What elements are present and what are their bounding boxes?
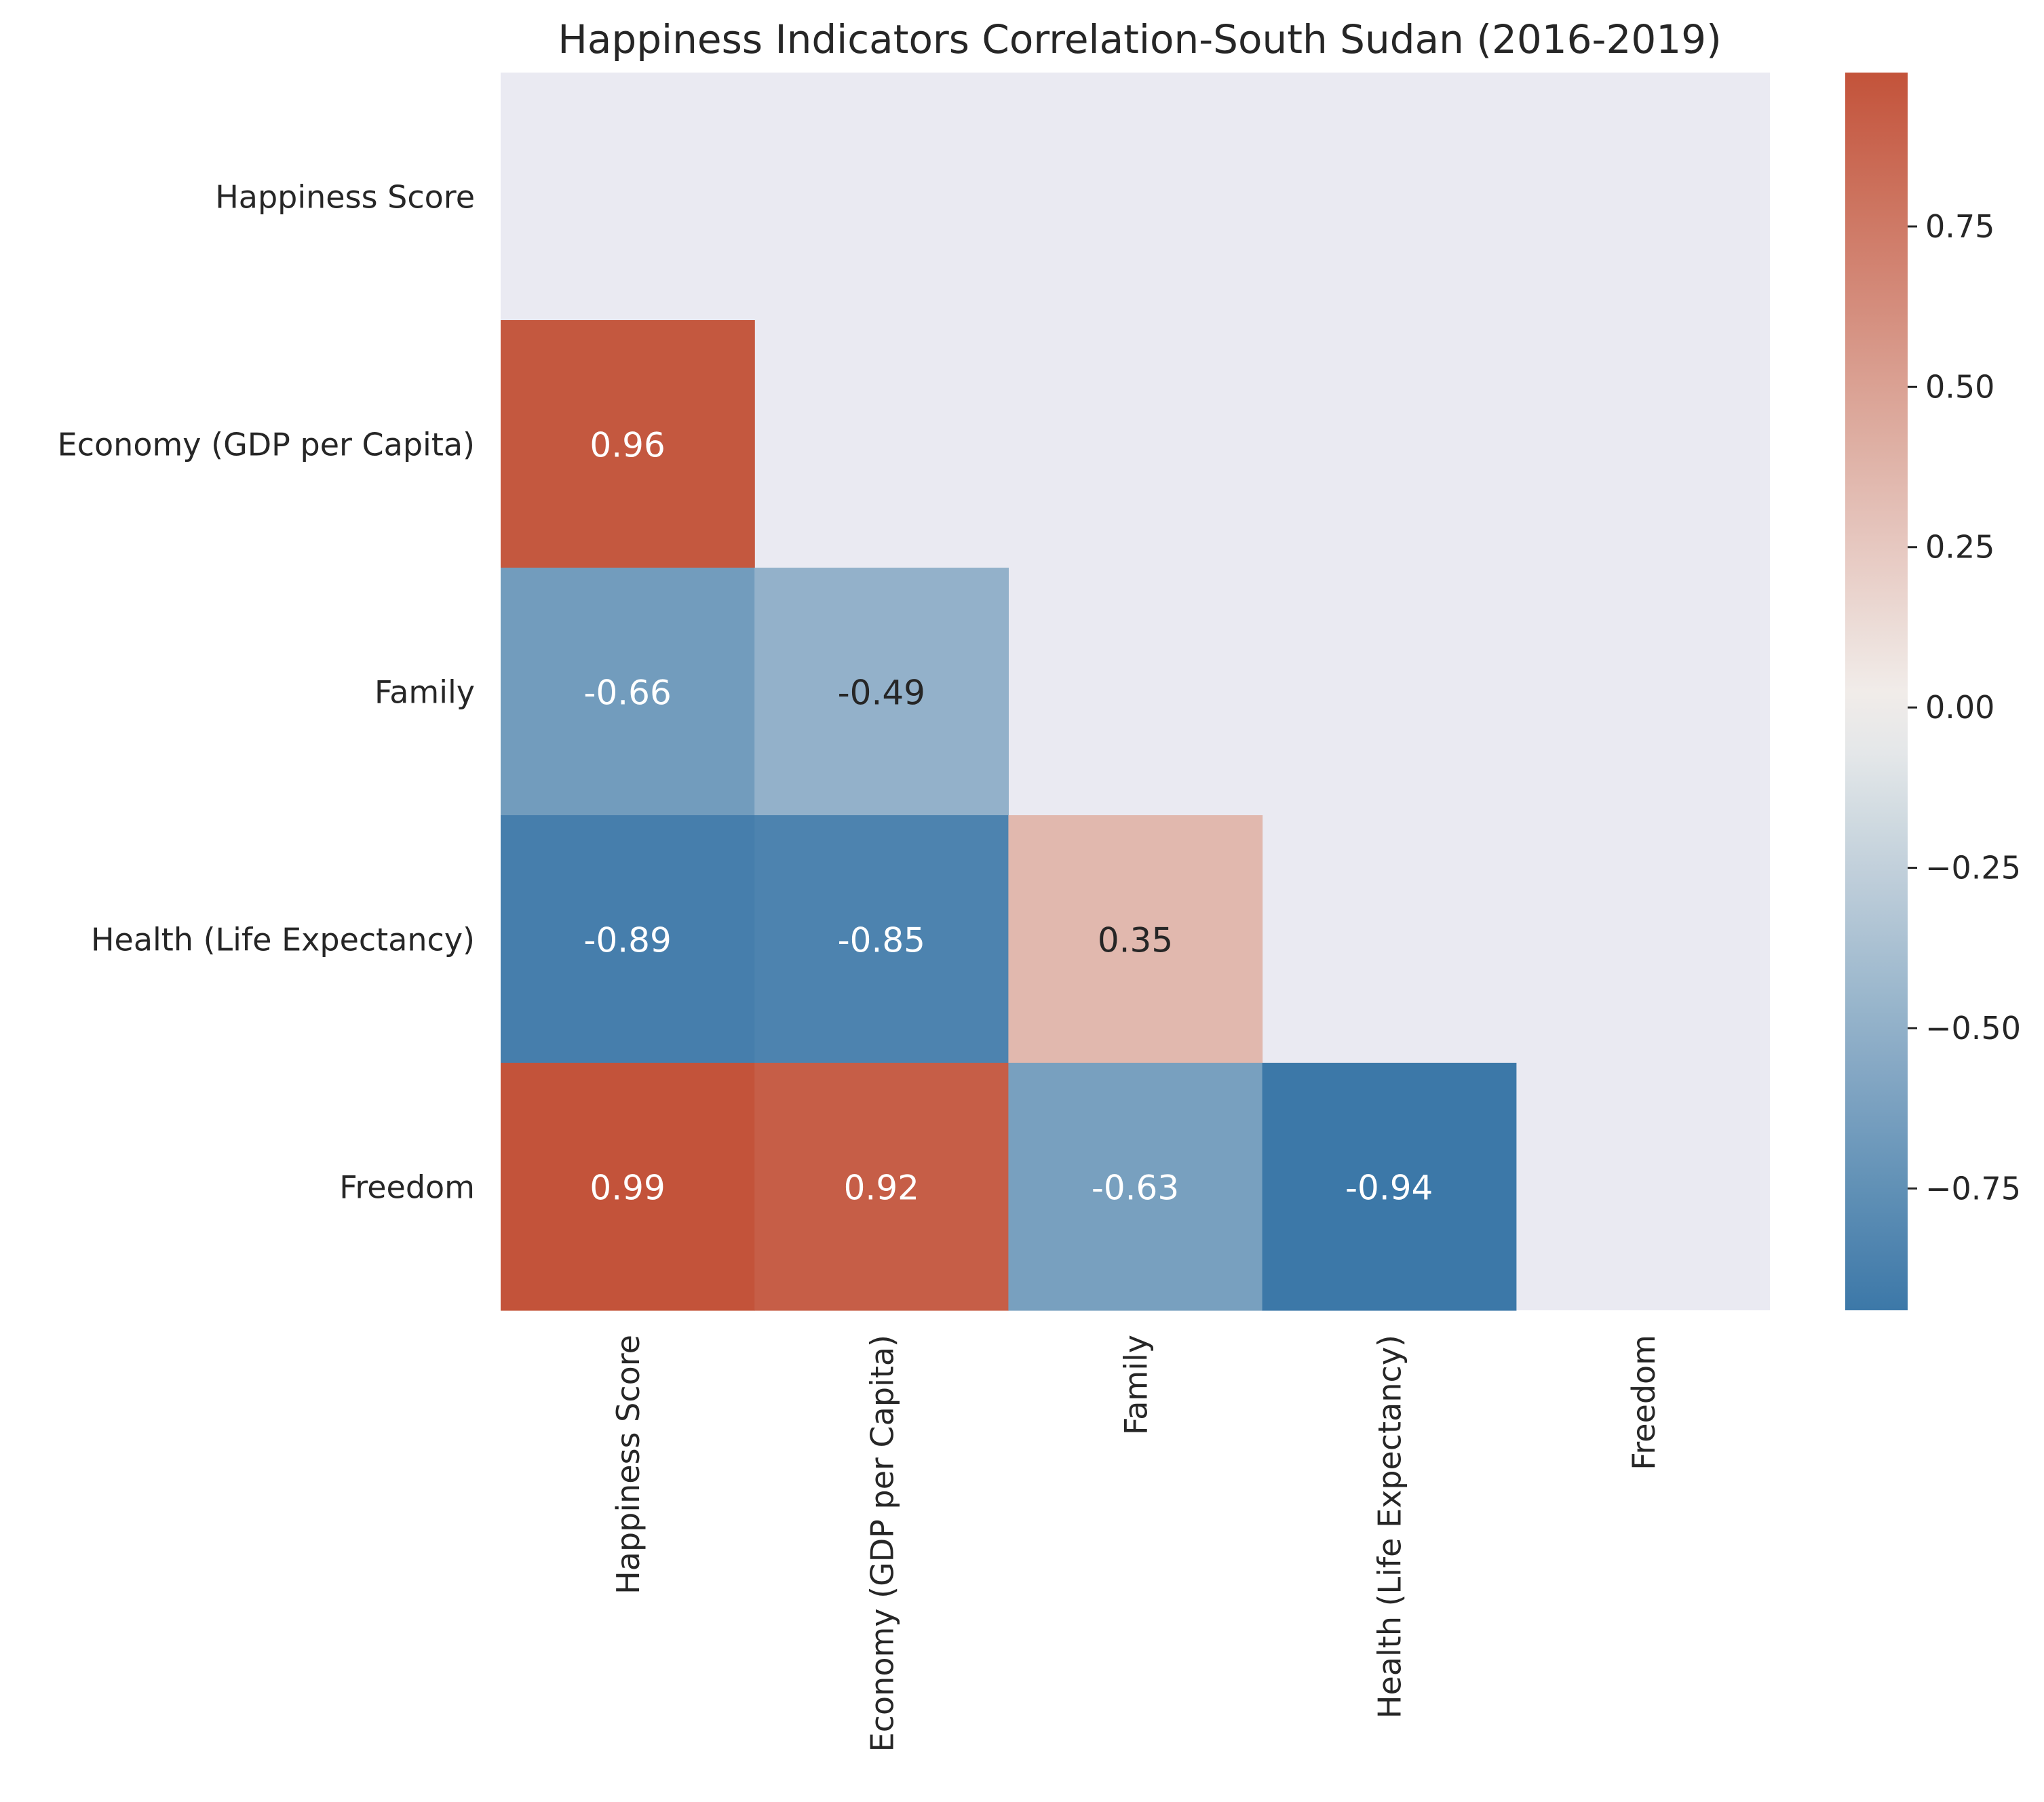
colorbar <box>1845 73 1908 1310</box>
heatmap-cell <box>501 815 755 1063</box>
heatmap-cell <box>1008 815 1263 1063</box>
heatmap-cell <box>501 320 755 568</box>
cell-value-label: 0.35 <box>1098 921 1173 960</box>
column-label: Freedom <box>1625 1335 1662 1470</box>
column-label: Economy (GDP per Capita) <box>864 1335 900 1752</box>
colorbar-tick-label: 0.75 <box>1925 208 1994 245</box>
heatmap-cell <box>1262 1063 1517 1311</box>
heatmap-cells: 0.96 -0.66 -0.49 -0.89 -0.85 0.35 0.99 0.92 -0.6… <box>501 320 1517 1311</box>
colorbar-tick-label: −0.25 <box>1925 850 2021 886</box>
cell-value-label: -0.49 <box>838 673 925 713</box>
row-label: Freedom <box>339 1169 475 1206</box>
heatmap-cell <box>754 1063 1009 1311</box>
column-label: Health (Life Expectancy) <box>1372 1335 1408 1719</box>
cell-value-label: -0.85 <box>838 921 925 960</box>
cell-value-label: -0.63 <box>1092 1169 1179 1208</box>
column-label: Family <box>1118 1335 1155 1435</box>
colorbar-tick-label: −0.75 <box>1925 1170 2021 1207</box>
colorbar-tick-label: 0.00 <box>1925 689 1994 726</box>
cell-value-label: 0.96 <box>590 426 665 465</box>
heatmap-cell <box>754 568 1009 816</box>
colorbar-tick-label: 0.25 <box>1925 529 1994 566</box>
cell-value-label: 0.99 <box>590 1169 665 1208</box>
row-label: Happiness Score <box>215 179 475 216</box>
cell-value-label: 0.92 <box>844 1169 919 1208</box>
cell-value-label: -0.94 <box>1345 1169 1433 1208</box>
row-label: Health (Life Expectancy) <box>91 922 475 958</box>
heatmap-cell <box>501 568 755 816</box>
colorbar-tick-label: 0.50 <box>1925 368 1994 405</box>
cell-value-label: -0.66 <box>583 673 671 713</box>
column-labels: Happiness Score Economy (GDP per Capita) F… <box>610 1335 1662 1752</box>
heatmap-cell <box>754 815 1009 1063</box>
chart-title: Happiness Indicators Correlation-South S… <box>558 16 1721 62</box>
row-labels: Happiness Score Economy (GDP per Capita) F… <box>58 179 475 1206</box>
heatmap-cell <box>501 1063 755 1311</box>
column-label: Happiness Score <box>610 1335 647 1594</box>
colorbar-ticks: 0.75 0.50 0.25 0.00 −0.25 −0.50 −0.75 <box>1908 208 2021 1207</box>
colorbar-tick-label: −0.50 <box>1925 1010 2021 1046</box>
cell-value-label: -0.89 <box>583 921 671 960</box>
heatmap-cell <box>1008 1063 1263 1311</box>
row-label: Economy (GDP per Capita) <box>58 427 475 463</box>
row-label: Family <box>374 674 475 711</box>
